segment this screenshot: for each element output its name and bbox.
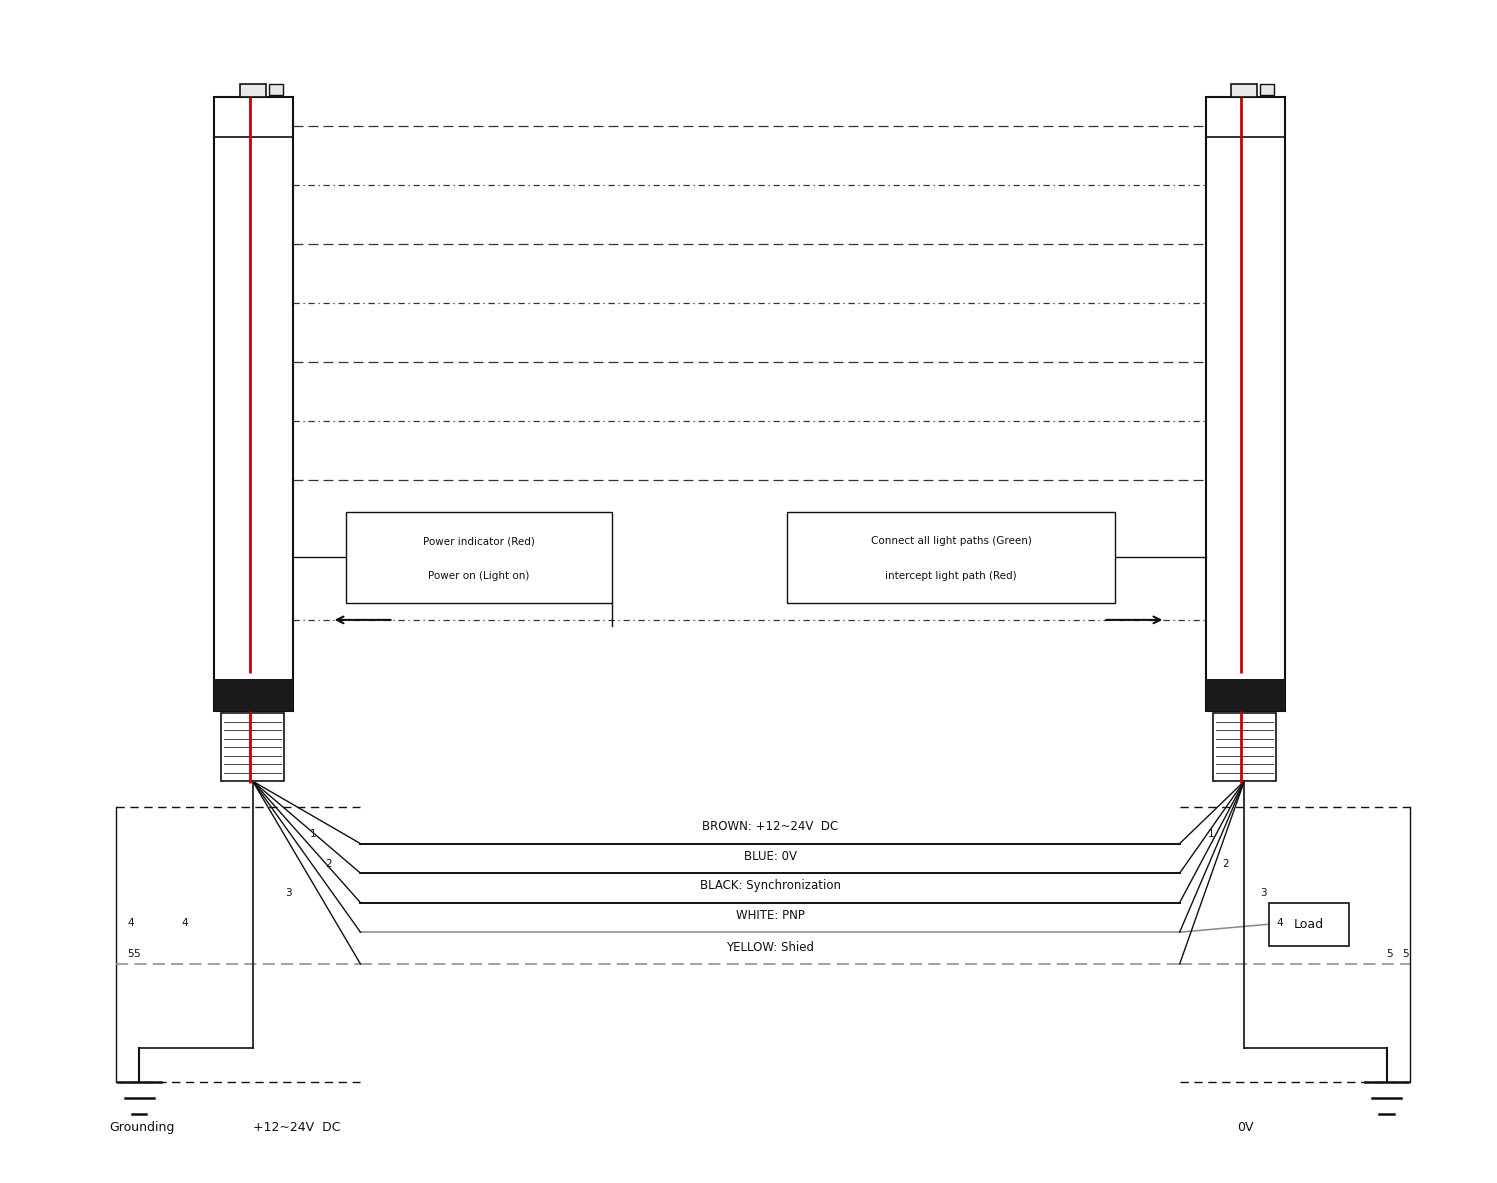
- Bar: [222, 713, 284, 781]
- Bar: [240, 84, 265, 97]
- Text: WHITE: PNP: WHITE: PNP: [735, 909, 804, 922]
- Text: Power indicator (Red): Power indicator (Red): [424, 536, 534, 547]
- Text: Load: Load: [1293, 918, 1323, 931]
- Bar: [1269, 903, 1349, 946]
- Text: 2: 2: [325, 859, 332, 868]
- Text: 4: 4: [1277, 918, 1283, 927]
- Bar: [787, 512, 1115, 603]
- Bar: [1205, 97, 1284, 711]
- Text: 4: 4: [127, 918, 135, 927]
- Text: 1: 1: [1208, 829, 1214, 839]
- Bar: [1213, 713, 1275, 781]
- Text: intercept light path (Red): intercept light path (Red): [885, 570, 1016, 581]
- Text: BLACK: Synchronization: BLACK: Synchronization: [699, 879, 840, 892]
- Text: 5: 5: [133, 950, 139, 959]
- Text: 5: 5: [1403, 950, 1409, 959]
- Text: 4: 4: [181, 918, 189, 927]
- Bar: [1205, 679, 1284, 711]
- Text: YELLOW: Shied: YELLOW: Shied: [726, 940, 814, 953]
- Text: +12~24V  DC: +12~24V DC: [253, 1121, 340, 1134]
- Bar: [1232, 84, 1257, 97]
- Text: Power on (Light on): Power on (Light on): [428, 570, 530, 581]
- Bar: [214, 679, 293, 711]
- Text: BROWN: +12~24V  DC: BROWN: +12~24V DC: [702, 820, 838, 833]
- Bar: [268, 84, 283, 95]
- Text: BLUE: 0V: BLUE: 0V: [744, 849, 796, 862]
- Bar: [346, 512, 612, 603]
- Bar: [214, 97, 293, 711]
- Text: 0V: 0V: [1237, 1121, 1253, 1134]
- Text: 1: 1: [310, 829, 316, 839]
- Text: 3: 3: [286, 888, 292, 898]
- Text: 3: 3: [1259, 888, 1266, 898]
- Text: Connect all light paths (Green): Connect all light paths (Green): [871, 536, 1031, 547]
- Text: 5: 5: [127, 950, 135, 959]
- Bar: [1260, 84, 1274, 95]
- Text: 2: 2: [1223, 859, 1229, 868]
- Text: 5: 5: [1386, 950, 1392, 959]
- Text: Grounding: Grounding: [109, 1121, 174, 1134]
